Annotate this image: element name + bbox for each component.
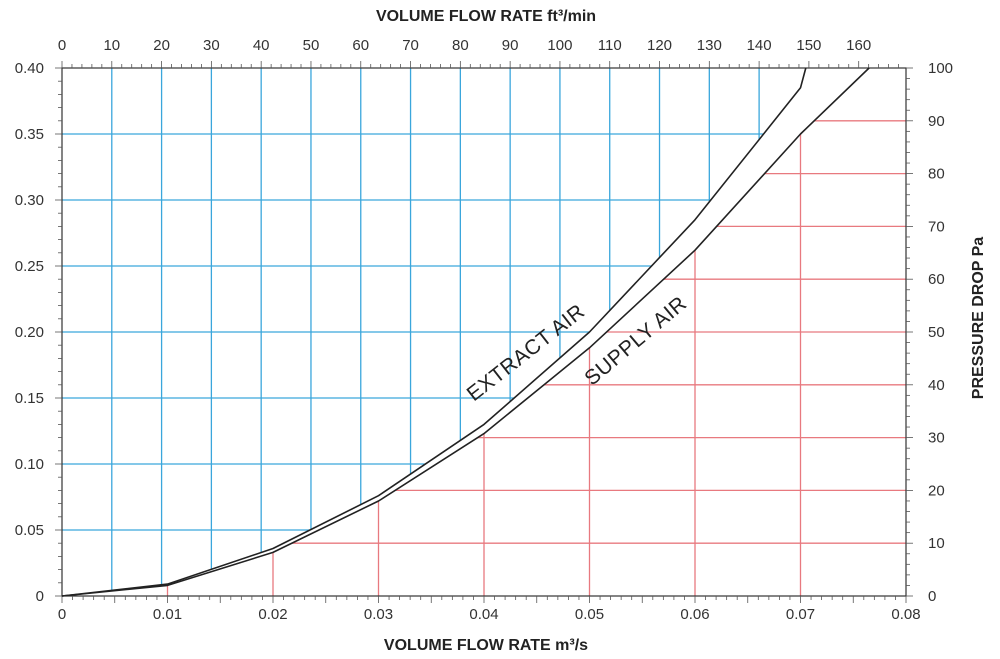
minor-ticks [55,61,913,603]
bottom-tick-label: 0 [58,606,66,623]
top-tick-label: 40 [253,37,270,54]
left-tick-label: 0.25 [15,258,44,275]
left-tick-label: 0.10 [15,456,44,473]
top-tick-label: 20 [153,37,170,54]
top-axis-title: VOLUME FLOW RATE ft³/min [376,8,596,25]
curves [61,67,870,597]
right-tick-label: 30 [928,430,945,447]
left-tick-label: 0.20 [15,324,44,341]
right-tick-label: 0 [928,588,936,605]
left-tick-labels: 0 0.05 0.10 0.15 0.20 0.25 0.30 0.35 0.40 [15,60,44,605]
top-tick-label: 100 [547,37,572,54]
top-tick-label: 110 [598,37,622,54]
left-tick-label: 0.05 [15,522,44,539]
bottom-tick-label: 0.07 [786,606,815,623]
series-line-extract-air [61,67,807,597]
top-tick-label: 160 [846,37,871,54]
top-tick-label: 10 [103,37,120,54]
top-tick-label: 120 [647,37,672,54]
right-tick-label: 10 [928,535,945,552]
top-tick-label: 30 [203,37,220,54]
bottom-tick-label: 0.06 [680,606,709,623]
right-tick-label: 90 [928,113,945,130]
left-tick-label: 0.35 [15,126,44,143]
left-tick-label: 0.30 [15,192,44,209]
bottom-tick-labels: 0 0.01 0.02 0.03 0.04 0.05 0.06 0.07 0.08 [58,606,921,623]
bottom-axis-title: VOLUME FLOW RATE m³/s [384,637,588,654]
bottom-tick-label: 0.05 [575,606,604,623]
top-tick-labels: 0 10 20 30 40 50 60 70 80 90 100 110 120 130 140 150 160 [58,37,871,54]
bottom-tick-label: 0.01 [153,606,182,623]
grid-blue [62,68,764,591]
right-axis-title: PRESSURE DROP Pa [970,237,987,400]
right-tick-label: 20 [928,482,945,499]
top-tick-label: 70 [402,37,419,54]
top-tick-label: 0 [58,37,66,54]
right-tick-label: 80 [928,166,945,183]
right-tick-label: 70 [928,218,945,235]
right-tick-label: 100 [928,60,953,77]
top-tick-label: 50 [303,37,320,54]
left-tick-label: 0.40 [15,60,44,77]
bottom-tick-label: 0.04 [469,606,498,623]
top-tick-label: 80 [452,37,469,54]
top-tick-label: 150 [796,37,821,54]
top-tick-label: 140 [747,37,772,54]
bottom-tick-label: 0.03 [364,606,393,623]
right-tick-labels: 0 10 20 30 40 50 60 70 80 90 100 [928,60,953,605]
right-tick-label: 50 [928,324,945,341]
series-line-supply-air [61,67,870,597]
right-tick-label: 60 [928,271,945,288]
bottom-tick-label: 0.02 [258,606,287,623]
top-tick-label: 130 [697,37,722,54]
top-tick-label: 90 [502,37,519,54]
left-tick-label: 0.15 [15,390,44,407]
top-tick-label: 60 [352,37,369,54]
bottom-tick-label: 0.08 [891,606,920,623]
grid-red [166,120,906,596]
right-tick-label: 40 [928,377,945,394]
left-tick-label: 0 [36,588,44,605]
